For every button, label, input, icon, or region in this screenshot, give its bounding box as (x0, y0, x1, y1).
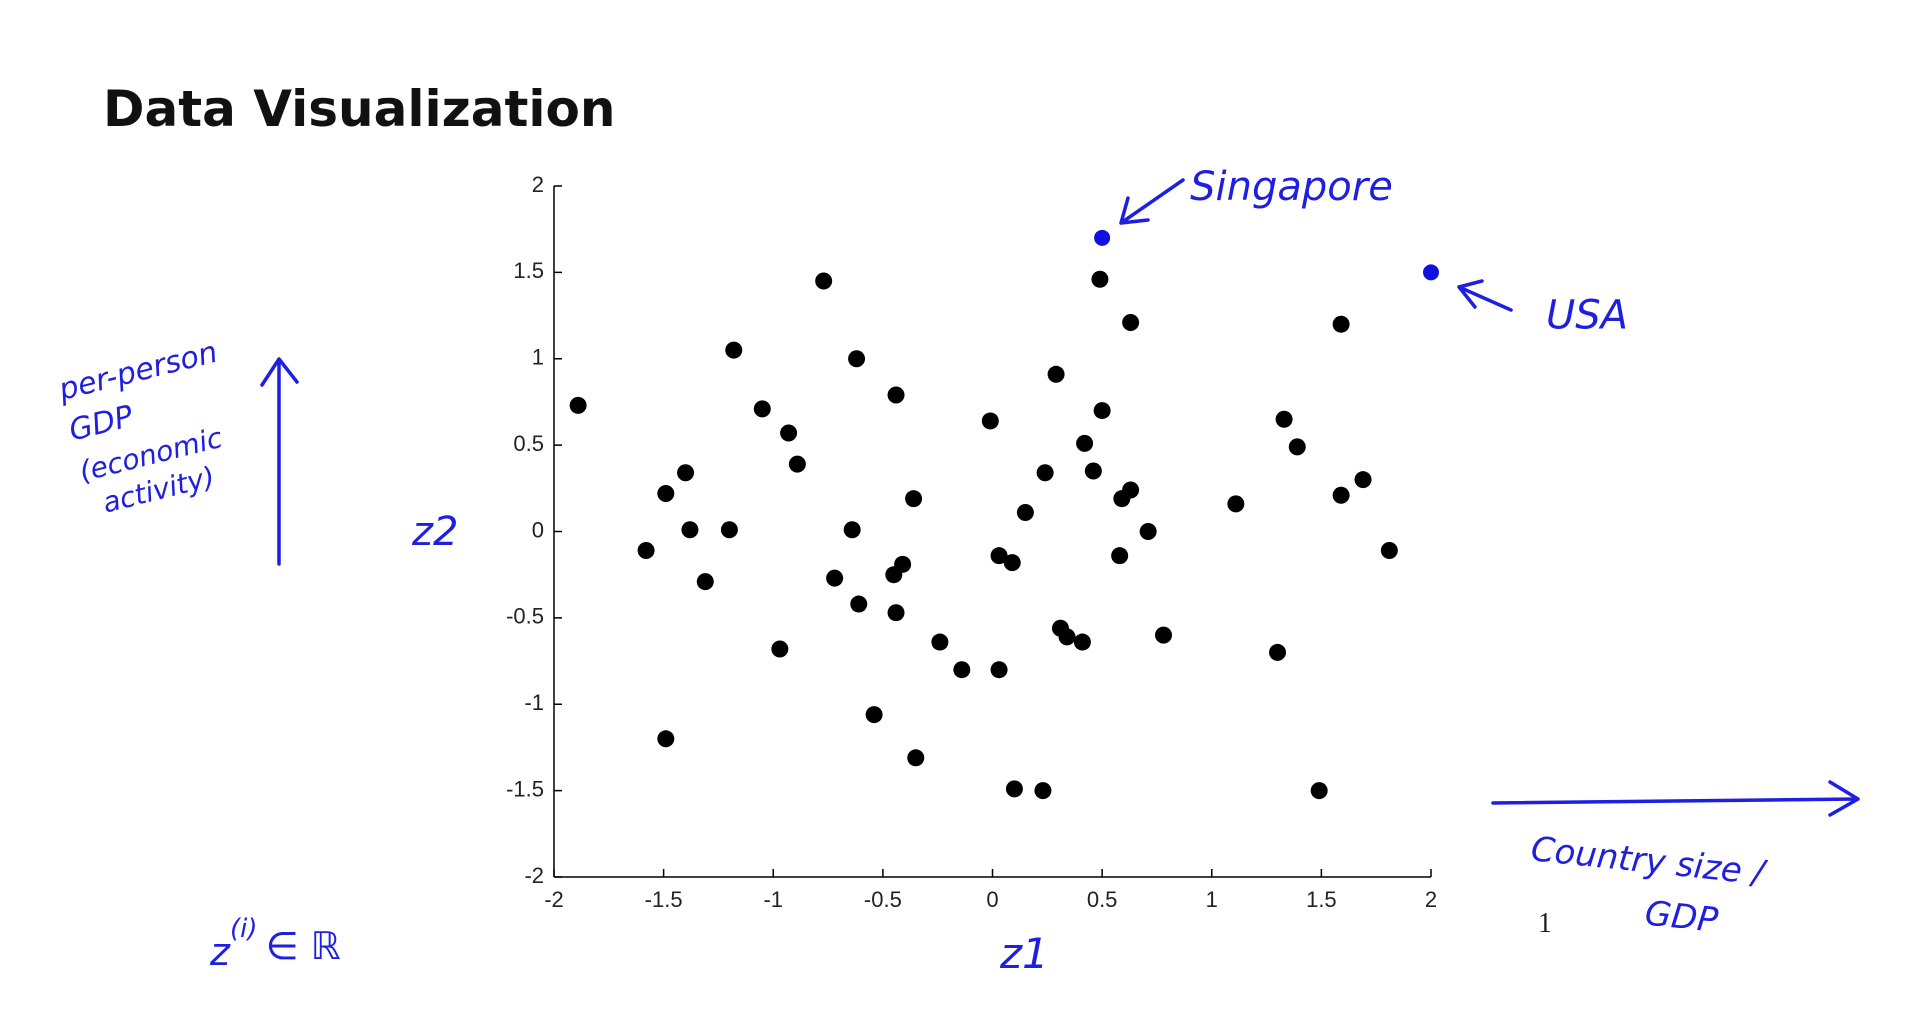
dimension-note: z(i) ∈ ℝ (209, 914, 341, 974)
point (657, 484, 675, 502)
point (637, 542, 655, 560)
point (1332, 486, 1350, 504)
point (1047, 365, 1065, 383)
highlight-point (1094, 229, 1111, 246)
point (1354, 471, 1372, 489)
highlight-point (1423, 264, 1439, 281)
point (887, 386, 905, 404)
point (931, 633, 949, 651)
x-tick-label: -1 (763, 887, 783, 912)
point (1155, 626, 1173, 644)
point (1091, 270, 1109, 288)
y-tick-label: 1 (532, 345, 544, 370)
y-tick-label: -0.5 (506, 604, 544, 629)
point (725, 341, 743, 359)
x-tick-label: 0.5 (1087, 887, 1118, 912)
page-number: 1 (1538, 908, 1552, 939)
note-superscript: (i) (230, 914, 258, 944)
note-rest: ∈ ℝ (265, 924, 340, 968)
point (1332, 315, 1350, 333)
usa-arrow (1457, 279, 1513, 312)
point (1076, 434, 1094, 452)
y-note-line: GDP (66, 399, 138, 449)
point (1016, 503, 1034, 521)
y-note: per-person GDP (economic activity) (54, 335, 226, 520)
point (720, 521, 738, 539)
point (850, 595, 868, 613)
singapore-arrow (1119, 178, 1185, 225)
point (981, 412, 999, 430)
point (1003, 554, 1021, 572)
point (1084, 462, 1102, 480)
point (1034, 782, 1052, 800)
point (788, 455, 806, 473)
x-note: Country size / GDP (1529, 829, 1769, 941)
y-axis-label: z2 (411, 509, 458, 555)
point (885, 566, 903, 584)
point (887, 604, 905, 622)
point (569, 396, 587, 414)
point (657, 730, 675, 748)
point (905, 490, 923, 508)
point (1288, 438, 1306, 456)
point (848, 350, 866, 368)
x-axis-label: z1 (999, 929, 1049, 978)
point (1122, 313, 1140, 331)
point (990, 661, 1008, 679)
point (815, 272, 833, 290)
note-base: z (209, 930, 231, 974)
point (990, 547, 1008, 565)
x-tick-label: 0 (986, 887, 998, 912)
y-tick-label: -1 (524, 690, 544, 715)
point (1036, 464, 1054, 482)
x-tick-label: 1.5 (1306, 887, 1337, 912)
annotation-label: Singapore (1190, 164, 1393, 210)
point (780, 424, 798, 442)
point (1380, 542, 1398, 560)
y-tick-label: 1.5 (513, 258, 544, 283)
point (677, 464, 695, 482)
x-note-line: GDP (1643, 893, 1720, 940)
y-direction-arrow (260, 357, 299, 566)
x-tick-label: 1 (1206, 887, 1218, 912)
x-direction-arrow (1491, 780, 1860, 817)
point (1111, 547, 1129, 565)
point (1058, 628, 1076, 646)
plot: -2 -1.5 -1 -0.5 0 0.5 1 1.5 2 -2 -1.5 -1 -0.5 0 0.5 1 1.… (506, 172, 1439, 912)
point (826, 569, 844, 587)
point (696, 573, 714, 591)
slide-title: Data Visualization (103, 80, 615, 138)
y-tick-label: 0 (532, 517, 544, 542)
annotation-label: USA (1546, 292, 1628, 338)
point (1122, 481, 1140, 499)
x-note-line: Country size / (1529, 829, 1769, 894)
point (771, 640, 789, 658)
y-tick-label: -1.5 (506, 776, 544, 801)
point (865, 706, 883, 724)
x-tick-label: 2 (1425, 887, 1437, 912)
y-tick-label: 2 (532, 172, 544, 197)
y-note-line: per-person (54, 335, 220, 408)
point (1073, 633, 1091, 651)
point (1139, 523, 1157, 540)
point (681, 521, 699, 539)
point (907, 749, 925, 767)
point (753, 400, 771, 418)
point (1005, 780, 1023, 798)
x-tick-label: -0.5 (864, 887, 902, 912)
point (1227, 495, 1245, 513)
point (843, 521, 861, 539)
point (1269, 643, 1287, 661)
point (1093, 402, 1111, 420)
point (1310, 782, 1328, 800)
y-tick-label: -2 (524, 863, 544, 888)
y-tick-label: 0.5 (513, 431, 544, 456)
x-tick-label: -1.5 (645, 887, 683, 912)
point (1275, 410, 1293, 428)
point (953, 661, 971, 679)
x-tick-label: -2 (544, 887, 564, 912)
